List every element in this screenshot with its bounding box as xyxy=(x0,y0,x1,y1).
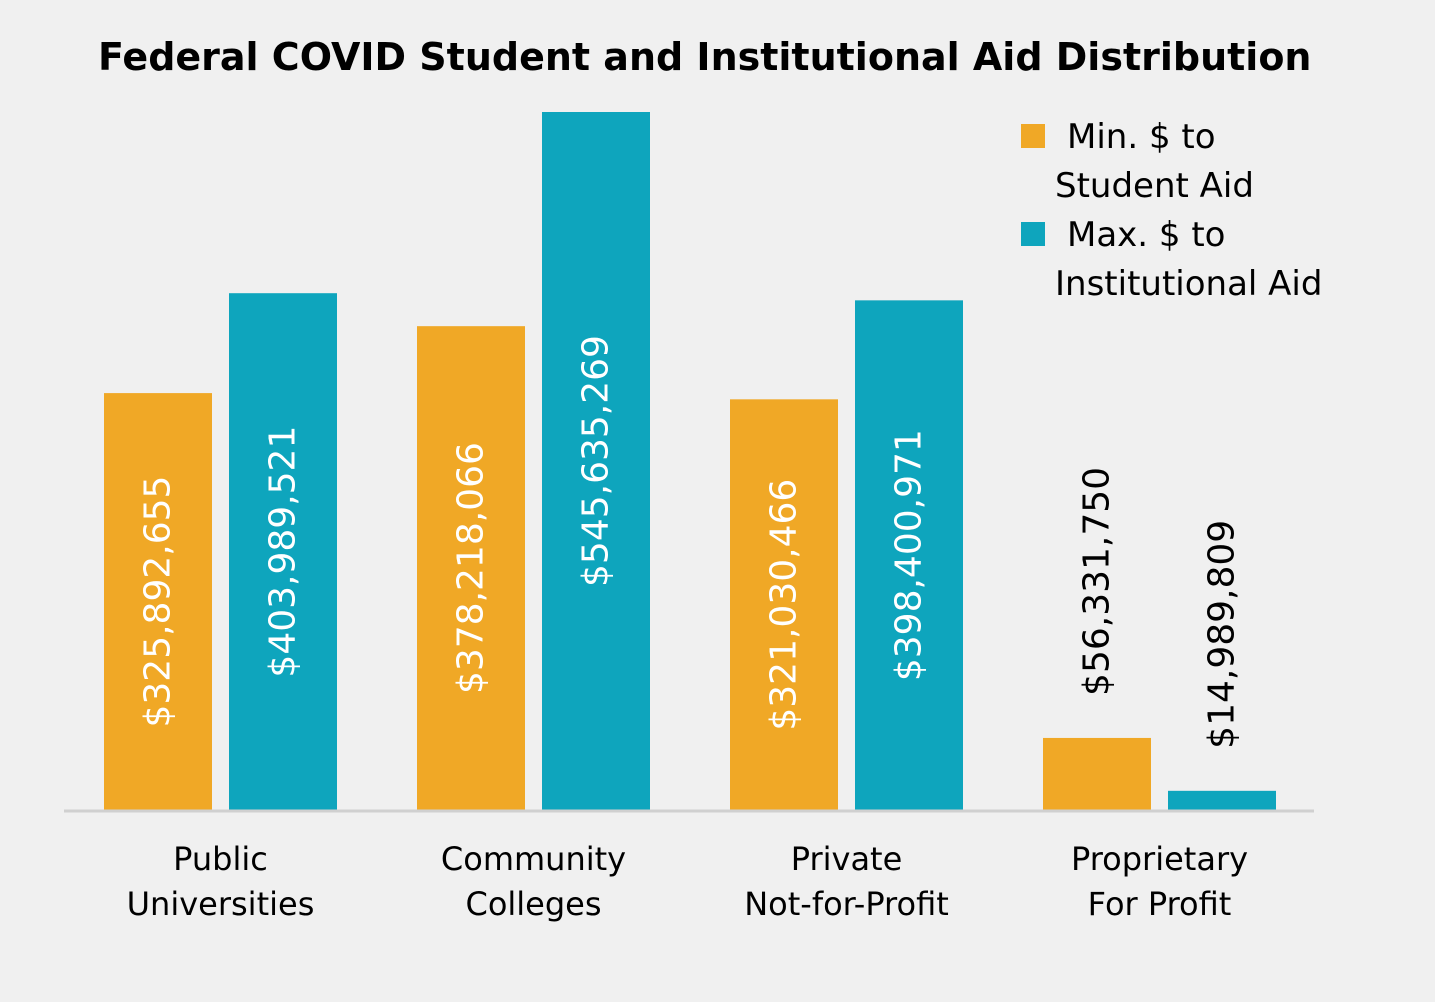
bars-group xyxy=(104,112,1276,810)
category-labels-group: Public Universities Community Colleges Priva… xyxy=(127,840,1248,923)
category-label-2-line-0: Private xyxy=(791,840,903,878)
category-label-3-line-0: Proprietary xyxy=(1071,840,1248,878)
bar-student-aid-0 xyxy=(104,393,212,810)
legend-swatch-1 xyxy=(1021,222,1045,246)
category-label-3-line-1: For Profit xyxy=(1088,885,1232,923)
bar-student-aid-3 xyxy=(1043,737,1151,810)
category-label-1-line-1: Colleges xyxy=(465,885,601,923)
legend-label-1-line-1: Institutional Aid xyxy=(1055,264,1322,304)
data-label-student-aid-0: $325,892,655 xyxy=(138,476,179,728)
chart-title: Federal COVID Student and Institutional … xyxy=(98,35,1311,79)
category-label-2-line-1: Not-for-Profit xyxy=(744,885,949,923)
legend: Min. $ to Student Aid Max. $ to Institution… xyxy=(1021,117,1322,304)
data-label-institutional-aid-3: $14,989,809 xyxy=(1202,520,1243,749)
legend-label-0-line-1: Student Aid xyxy=(1055,166,1254,206)
data-label-student-aid-3: $56,331,750 xyxy=(1077,467,1118,696)
data-label-institutional-aid-2: $398,400,971 xyxy=(889,429,930,681)
data-label-student-aid-1: $378,218,066 xyxy=(451,442,492,694)
bar-student-aid-2 xyxy=(730,399,838,810)
bar-institutional-aid-3 xyxy=(1168,790,1276,810)
data-label-student-aid-2: $321,030,466 xyxy=(764,479,805,731)
bar-institutional-aid-0 xyxy=(229,293,337,810)
category-label-1-line-0: Community xyxy=(441,840,626,878)
bar-institutional-aid-1 xyxy=(542,112,650,810)
data-label-institutional-aid-0: $403,989,521 xyxy=(263,426,304,678)
legend-swatch-0 xyxy=(1021,124,1045,148)
value-labels-group: $325,892,655 $403,989,521 $378,218,066 $545… xyxy=(138,335,1243,749)
legend-label-1-line-0: Max. $ to xyxy=(1067,215,1225,255)
bar-student-aid-1 xyxy=(417,326,525,810)
data-label-institutional-aid-1: $545,635,269 xyxy=(576,335,617,587)
legend-label-0-line-0: Min. $ to xyxy=(1067,117,1216,157)
bar-institutional-aid-2 xyxy=(855,300,963,810)
category-label-0-line-0: Public xyxy=(173,840,268,878)
category-label-0-line-1: Universities xyxy=(127,885,315,923)
